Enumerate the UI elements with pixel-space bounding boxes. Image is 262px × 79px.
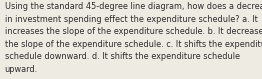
Text: upward.: upward. xyxy=(5,65,38,74)
Text: schedule downward. d. It shifts the expenditure schedule: schedule downward. d. It shifts the expe… xyxy=(5,52,240,61)
Text: the slope of the expenditure schedule. c. It shifts the expenditure: the slope of the expenditure schedule. c… xyxy=(5,40,262,49)
Text: Using the standard 45-degree line diagram, how does a decrease: Using the standard 45-degree line diagra… xyxy=(5,2,262,11)
Text: in investment spending effect the expenditure schedule? a. It: in investment spending effect the expend… xyxy=(5,15,258,24)
Text: increases the slope of the expenditure schedule. b. It decreases: increases the slope of the expenditure s… xyxy=(5,27,262,36)
